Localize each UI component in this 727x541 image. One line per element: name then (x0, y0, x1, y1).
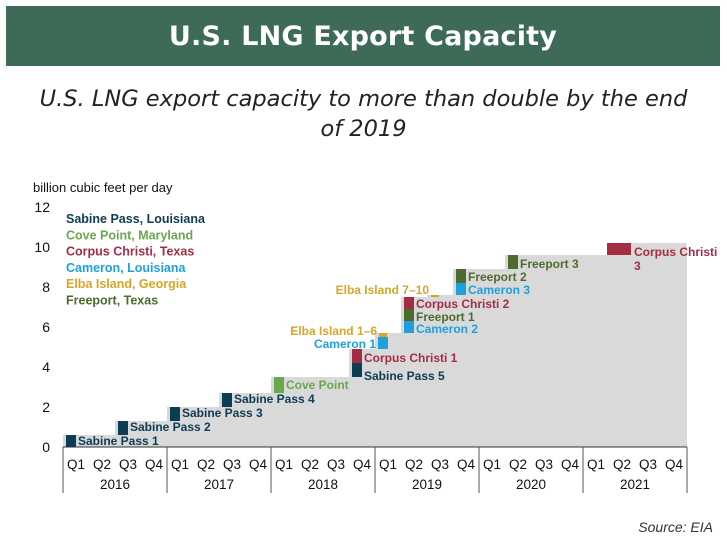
capacity-bar (404, 309, 414, 321)
capacity-label: Corpus Christi 3 (634, 245, 717, 273)
year-label-2020: 2020 (516, 477, 546, 492)
capacity-bar (404, 297, 414, 309)
y-tick-label-0: 0 (42, 439, 50, 455)
capacity-label: Freeport 2 (468, 270, 527, 284)
y-tick-label-8: 8 (42, 279, 50, 295)
capacity-bar (404, 321, 414, 333)
capacity-area (63, 243, 687, 447)
x-tick-label-q1: Q1 (67, 457, 85, 472)
capacity-label: Freeport 3 (520, 257, 579, 271)
x-tick-label-q1: Q1 (379, 457, 397, 472)
y-tick-label-6: 6 (42, 319, 50, 335)
capacity-bar (274, 377, 284, 393)
x-tick-label-q2: Q2 (613, 457, 631, 472)
year-label-2016: 2016 (100, 477, 130, 492)
x-tick-label-q3: Q3 (431, 457, 449, 472)
capacity-bar (456, 269, 466, 283)
capacity-bar (170, 407, 180, 421)
x-tick-label-q4: Q4 (561, 457, 580, 472)
capacity-label: Sabine Pass 1 (78, 434, 159, 448)
source-note: Source: EIA (638, 519, 713, 535)
capacity-bar (508, 255, 518, 269)
capacity-bar (352, 363, 362, 377)
capacity-label: Cameron 3 (468, 283, 530, 297)
capacity-label: Corpus Christi 1 (364, 351, 458, 365)
x-tick-label-q2: Q2 (509, 457, 527, 472)
chart-subtitle: U.S. LNG export capacity to more than do… (0, 84, 727, 144)
capacity-bar (118, 421, 128, 435)
x-tick-label-q4: Q4 (665, 457, 684, 472)
capacity-label: Sabine Pass 4 (234, 392, 315, 406)
x-tick-label-q1: Q1 (171, 457, 189, 472)
x-tick-label-q1: Q1 (587, 457, 605, 472)
x-tick-label-q3: Q3 (535, 457, 553, 472)
capacity-label: Sabine Pass 3 (182, 406, 263, 420)
x-tick-label-q4: Q4 (457, 457, 476, 472)
x-tick-label-q3: Q3 (119, 457, 137, 472)
year-label-2018: 2018 (308, 477, 338, 492)
y-tick-label-10: 10 (34, 239, 50, 255)
x-tick-label-q3: Q3 (327, 457, 345, 472)
capacity-label: Elba Island 7–10 (336, 283, 430, 297)
x-tick-label-q2: Q2 (197, 457, 215, 472)
y-tick-label-4: 4 (42, 359, 50, 375)
y-tick-label-12: 12 (34, 199, 50, 215)
x-tick-label-q4: Q4 (145, 457, 164, 472)
x-tick-label-q3: Q3 (223, 457, 241, 472)
capacity-label: Sabine Pass 5 (364, 369, 445, 383)
capacity-label: Freeport 1 (416, 310, 475, 324)
capacity-label: Corpus Christi 2 (416, 297, 510, 311)
capacity-bar (378, 337, 388, 349)
capacity-bar (431, 295, 439, 297)
legend-item: Sabine Pass, Louisiana (66, 212, 206, 226)
legend-item: Elba Island, Georgia (66, 277, 187, 291)
year-label-2019: 2019 (412, 477, 442, 492)
x-tick-label-q2: Q2 (405, 457, 423, 472)
subtitle-line-2: of 2019 (320, 116, 407, 142)
capacity-bar (66, 435, 76, 447)
x-tick-label-q4: Q4 (353, 457, 372, 472)
legend-item: Cove Point, Maryland (66, 228, 193, 242)
capacity-bar (456, 283, 466, 295)
capacity-bar (607, 243, 631, 255)
capacity-label: Sabine Pass 2 (130, 420, 211, 434)
capacity-label: Elba Island 1–6 (290, 324, 377, 338)
capacity-label: Cove Point (286, 378, 349, 392)
x-tick-label-q2: Q2 (301, 457, 319, 472)
legend-item: Cameron, Louisiana (66, 261, 187, 275)
legend-item: Freeport, Texas (66, 294, 158, 308)
x-tick-label-q1: Q1 (483, 457, 501, 472)
capacity-label: Cameron 2 (416, 322, 478, 336)
year-label-2017: 2017 (204, 477, 234, 492)
capacity-bar (222, 393, 232, 407)
title-banner: U.S. LNG Export Capacity (6, 6, 720, 66)
year-label-2021: 2021 (620, 477, 650, 492)
x-tick-label-q2: Q2 (93, 457, 111, 472)
page-title: U.S. LNG Export Capacity (168, 20, 558, 52)
x-tick-label-q4: Q4 (249, 457, 268, 472)
x-tick-label-q3: Q3 (639, 457, 657, 472)
capacity-label: Cameron 1 (314, 337, 376, 351)
y-tick-label-2: 2 (42, 399, 50, 415)
subtitle-line-1: U.S. LNG export capacity to more than do… (39, 86, 688, 112)
capacity-bar (379, 333, 387, 337)
x-tick-label-q1: Q1 (275, 457, 293, 472)
y-axis-label: billion cubic feet per day (33, 180, 173, 195)
legend-item: Corpus Christi, Texas (66, 245, 194, 259)
capacity-bar (352, 349, 362, 363)
